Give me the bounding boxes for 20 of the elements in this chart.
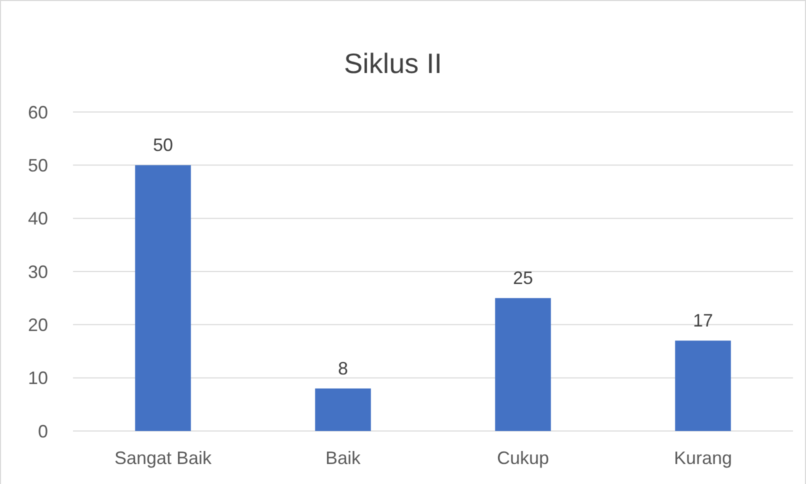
chart-title: Siklus II — [344, 48, 442, 79]
x-tick-label: Cukup — [496, 448, 550, 468]
data-label: 17 — [692, 310, 714, 331]
y-tick-label: 30 — [28, 262, 48, 282]
x-tick-label: Kurang — [674, 448, 732, 468]
y-tick-label: 0 — [38, 421, 48, 442]
bar — [315, 388, 371, 431]
y-tick-label: 10 — [28, 368, 48, 388]
x-tick-label: Sangat Baik — [114, 448, 213, 468]
y-tick-label: 40 — [28, 208, 48, 229]
y-tick-label: 50 — [28, 155, 48, 176]
x-tick-label: Baik — [325, 448, 362, 468]
bar — [675, 340, 731, 431]
y-tick-label: 20 — [28, 314, 48, 335]
data-label: 8 — [338, 358, 348, 378]
data-label: 50 — [152, 135, 174, 156]
bar — [135, 165, 191, 431]
y-tick-label: 60 — [28, 102, 48, 122]
bar — [495, 298, 551, 431]
data-label: 25 — [512, 268, 534, 288]
